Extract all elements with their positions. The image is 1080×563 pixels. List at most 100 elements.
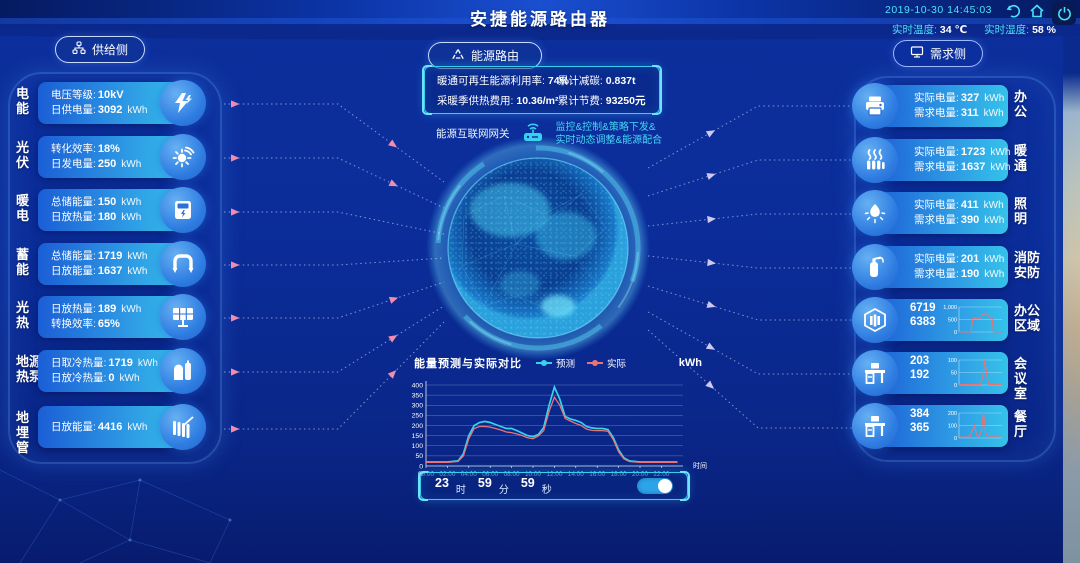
svg-text:100: 100 <box>412 443 424 450</box>
card-metric: 实际电量: 327 kWh <box>914 92 1005 104</box>
demand-card: 203 192 100 50 0 <box>852 350 1008 396</box>
minute-value: 59 <box>477 476 492 490</box>
bulb-icon <box>852 190 898 236</box>
card-metric: 转化效率: 18% <box>51 143 120 155</box>
chart-unit-label: kWh <box>678 357 702 369</box>
time-toggle[interactable] <box>637 478 673 494</box>
svg-text:100: 100 <box>948 424 957 430</box>
energy-comparison-chart: 能量预测与实际对比 预测 实际 kWh 0 50 100 150 200 250 300 350… <box>396 355 708 490</box>
svg-text:150: 150 <box>412 433 424 440</box>
power-icon[interactable] <box>1052 1 1076 25</box>
card-values: 203 192 <box>910 355 930 381</box>
card-metric: 日放能量: 4416 kWh <box>51 420 148 433</box>
card-metric: 需求电量: 190 kWh <box>914 268 1005 280</box>
card-metric: 转换效率: 65% <box>51 318 120 330</box>
undo-icon[interactable] <box>1006 3 1024 21</box>
legend-item[interactable]: 预测 <box>536 356 575 370</box>
network-icon <box>72 41 86 58</box>
supply-category-label: 光热 <box>16 300 30 330</box>
svg-text:200: 200 <box>948 411 957 417</box>
demand-side-label: 需求侧 <box>930 47 967 61</box>
minute-unit: 分 <box>498 484 509 496</box>
card-metric: 实际电量: 411 kWh <box>914 199 1004 211</box>
humidity-label: 实时湿度: <box>984 24 1030 36</box>
card-metric: 日发电量: 250 kWh <box>51 158 142 170</box>
home-icon[interactable] <box>1029 3 1047 21</box>
card-metric: 电压等级: 10kV <box>51 89 124 101</box>
card-metric: 需求电量: 1637 kWh <box>914 161 1011 173</box>
desk-icon <box>852 403 898 449</box>
time-control: 23 时 59 分 59 秒 <box>418 471 690 501</box>
svg-text:0: 0 <box>954 436 957 442</box>
card-metric: 总储能量: 150 kWh <box>51 196 142 208</box>
heat-pump-icon <box>160 348 206 394</box>
svg-text:50: 50 <box>951 371 957 377</box>
chart-legend: 预测 实际 <box>536 356 626 370</box>
supply-panel <box>8 72 222 464</box>
demand-side-button[interactable]: 需求侧 <box>893 40 984 67</box>
fire-extinguisher-icon <box>852 244 898 290</box>
svg-text:350: 350 <box>412 392 424 399</box>
svg-text:1,000: 1,000 <box>943 305 957 311</box>
svg-text:400: 400 <box>412 382 424 389</box>
svg-text:200: 200 <box>412 423 424 430</box>
card-metric: 日放热量: 180 kWh <box>51 211 142 223</box>
supply-category-label: 电能 <box>16 86 30 116</box>
supply-card: 总储能量: 1719 kWh 日放能量: 1637 kWh <box>38 241 206 287</box>
header-wave-2 <box>0 24 1080 40</box>
legend-item[interactable]: 实际 <box>587 356 626 370</box>
supply-card: 总储能量: 150 kWh 日放热量: 180 kWh <box>38 187 206 233</box>
second-unit: 秒 <box>541 484 552 496</box>
card-metric: 需求电量: 311 kWh <box>914 107 1004 119</box>
supply-card: 转化效率: 18% 日发电量: 250 kWh <box>38 134 206 180</box>
svg-text:时间: 时间 <box>693 461 707 470</box>
card-metric: 日放冷热量: 0 kWh <box>51 372 140 384</box>
radiator-icon <box>160 404 206 450</box>
card-values: 384 365 <box>910 408 930 434</box>
lightning-icon <box>160 80 206 126</box>
supply-category-label: 地源热泵 <box>16 354 43 384</box>
desk-icon <box>852 350 898 396</box>
gateway-description: 监控&控制&策略下发& 实时动态调整&能源配合 <box>555 121 663 146</box>
datetime: 2019-10-30 14:45:03 <box>885 4 992 16</box>
mini-trend-chart: 200 100 0 <box>942 408 1004 449</box>
card-metric: 日供电量: 3092 kWh <box>51 104 148 116</box>
card-metric: 日取冷热量: 1719 kWh <box>51 357 158 369</box>
humidity-value: 58 % <box>1032 24 1056 36</box>
kpi-carbon: 累计减碳: 0.837t <box>557 75 636 87</box>
page-title: 安捷能源路由器 <box>470 10 610 29</box>
svg-text:250: 250 <box>412 413 424 420</box>
energy-router-label: 能源路由 <box>471 49 520 63</box>
kpi-savings: 累计节费: 93250元 <box>557 95 646 107</box>
second-value: 59 <box>520 476 535 490</box>
env-readouts: 实时温度: 34 ℃ 实时湿度: 58 % <box>892 22 1056 37</box>
demand-category-label: 办公 <box>1014 89 1028 119</box>
globe-visualization <box>426 136 650 360</box>
svg-text:50: 50 <box>415 453 423 460</box>
svg-text:100: 100 <box>948 358 957 364</box>
energy-router-button[interactable]: 能源路由 <box>428 42 543 69</box>
kpi-heating-cost: 采暖季供热费用: 10.36/m² <box>437 95 559 107</box>
monitor-icon <box>910 45 924 62</box>
building-icon <box>852 297 898 343</box>
supply-card: 电压等级: 10kV 日供电量: 3092 kWh <box>38 80 206 126</box>
demand-card: 实际电量: 201 kWh 需求电量: 190 kWh <box>852 244 1008 290</box>
gateway-label: 能源互联网网关 <box>436 128 510 140</box>
supply-card: 日取冷热量: 1719 kWh 日放冷热量: 0 kWh <box>38 348 206 394</box>
hour-unit: 时 <box>455 484 466 496</box>
supply-category-label: 暖电 <box>16 193 30 223</box>
supply-category-label: 光伏 <box>16 140 30 170</box>
heater-icon <box>852 137 898 183</box>
supply-side-button[interactable]: 供给侧 <box>55 36 146 63</box>
recycle-icon <box>451 47 465 64</box>
desktop-photo-edge <box>1063 0 1080 563</box>
meter-icon <box>160 187 206 233</box>
demand-card: 6719 6383 1,000 500 0 <box>852 297 1008 343</box>
supply-category-label: 蓄能 <box>16 247 30 277</box>
svg-text:0: 0 <box>954 330 957 336</box>
kpi-panel: 暖通可再生能源利用率: 74% 累计减碳: 0.837t 采暖季供热费用: 10.36… <box>422 65 662 115</box>
solar-panel-icon <box>160 294 206 340</box>
supply-card: 日放能量: 4416 kWh <box>38 404 206 450</box>
svg-text:0: 0 <box>954 383 957 389</box>
